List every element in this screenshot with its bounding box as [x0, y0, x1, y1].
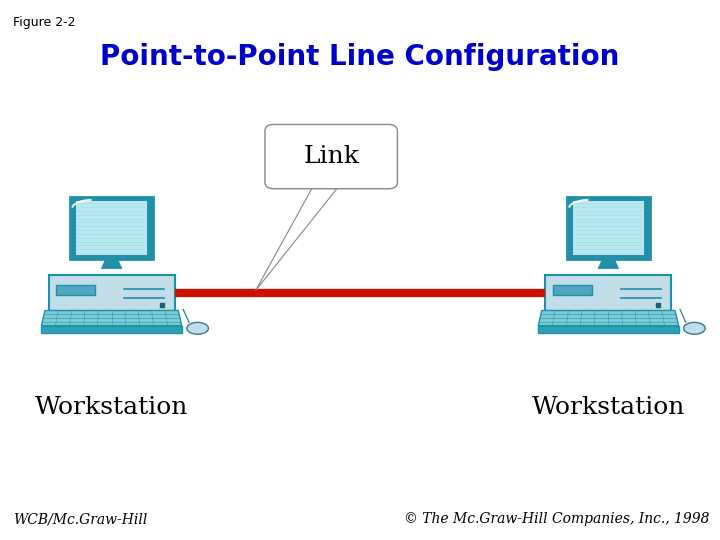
Bar	[49, 275, 174, 310]
Polygon shape	[42, 310, 181, 326]
Bar	[71, 197, 153, 259]
Bar	[553, 285, 593, 295]
Bar	[76, 201, 148, 255]
Bar	[56, 285, 95, 295]
FancyBboxPatch shape	[265, 125, 397, 189]
Text: Point-to-Point Line Configuration: Point-to-Point Line Configuration	[100, 43, 620, 71]
Ellipse shape	[684, 322, 706, 334]
Bar	[573, 201, 644, 255]
Polygon shape	[598, 259, 619, 269]
Text: Workstation: Workstation	[531, 396, 685, 419]
Polygon shape	[538, 326, 678, 333]
Polygon shape	[256, 183, 342, 291]
Bar	[546, 275, 671, 310]
Polygon shape	[42, 326, 181, 333]
Text: © The Mc.Graw-Hill Companies, Inc., 1998: © The Mc.Graw-Hill Companies, Inc., 1998	[404, 512, 709, 526]
Bar	[567, 197, 649, 259]
Polygon shape	[101, 259, 122, 269]
Ellipse shape	[187, 322, 209, 334]
Text: Figure 2-2: Figure 2-2	[13, 16, 76, 29]
Text: Link: Link	[303, 145, 359, 168]
Text: Workstation: Workstation	[35, 396, 189, 419]
Polygon shape	[538, 310, 678, 326]
Text: WCB/Mc.Graw-Hill: WCB/Mc.Graw-Hill	[13, 512, 148, 526]
